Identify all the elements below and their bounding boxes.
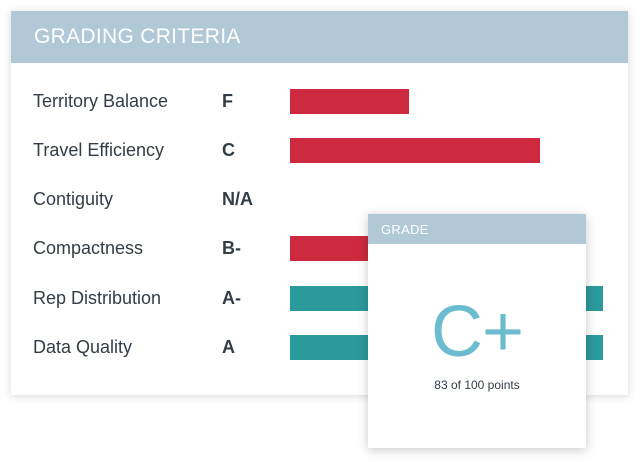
grade-summary-header: GRADE [368, 214, 586, 244]
overall-grade-points: 83 of 100 points [434, 378, 520, 392]
criteria-row-travel-efficiency: Travel Efficiency C [11, 135, 628, 165]
criteria-grade: B- [222, 238, 241, 258]
grade-summary-title: GRADE [381, 222, 429, 237]
grading-criteria-title: GRADING CRITERIA [34, 25, 241, 48]
criteria-grade: N/A [222, 189, 253, 209]
criteria-score-bar [290, 89, 409, 114]
criteria-label: Travel Efficiency [33, 140, 165, 160]
criteria-label: Compactness [33, 238, 144, 258]
criteria-grade: A [222, 337, 235, 357]
criteria-grade: F [222, 91, 233, 111]
overall-grade-value: C+ [430, 292, 524, 372]
criteria-row-contiguity: Contiguity N/A [11, 184, 628, 214]
criteria-label: Rep Distribution [33, 288, 162, 308]
criteria-row-territory-balance: Territory Balance F [11, 86, 628, 116]
criteria-score-bar [290, 138, 540, 163]
criteria-label: Contiguity [33, 189, 114, 209]
criteria-label: Territory Balance [33, 91, 169, 111]
grading-criteria-header: GRADING CRITERIA [11, 11, 628, 63]
grade-summary-card: GRADE C+ 83 of 100 points [368, 214, 586, 448]
criteria-grade: A- [222, 288, 241, 308]
grading-criteria-card: GRADING CRITERIA Territory Balance F Tra… [11, 11, 628, 395]
criteria-grade: C [222, 140, 235, 160]
criteria-label: Data Quality [33, 337, 133, 357]
